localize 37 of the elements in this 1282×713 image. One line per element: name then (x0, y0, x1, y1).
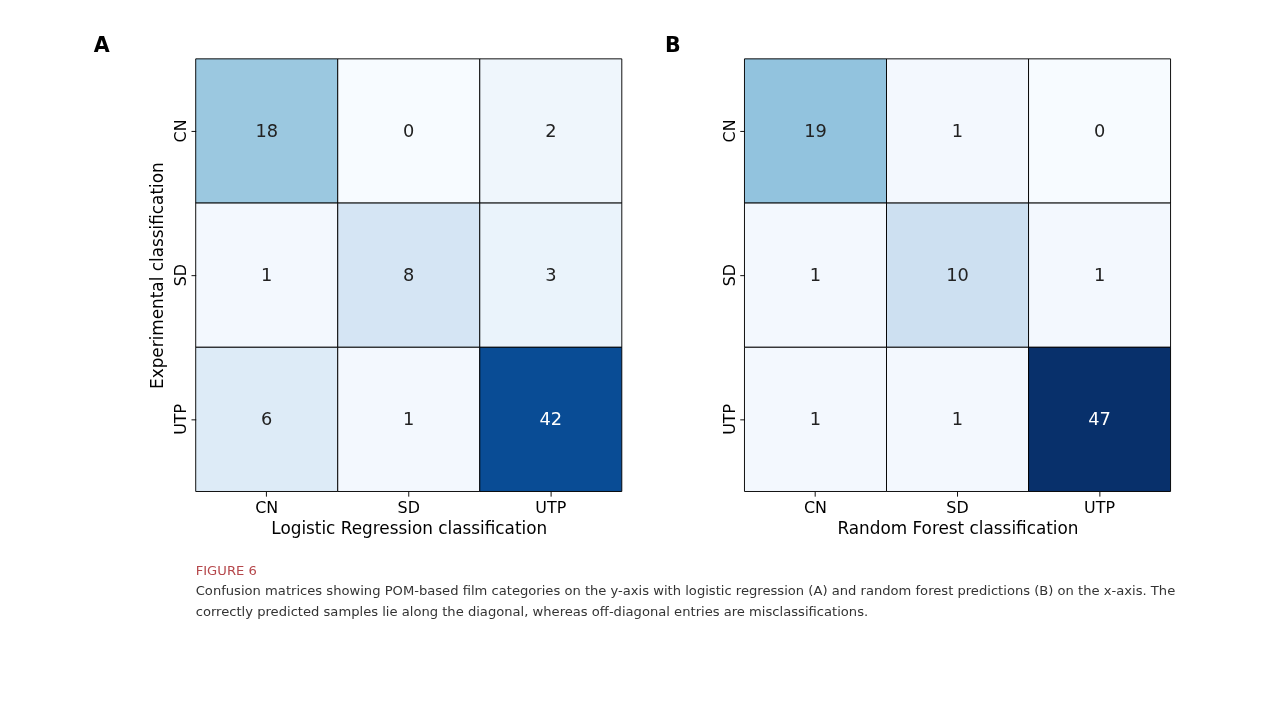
data-label: 19 (804, 119, 827, 141)
data-label: 8 (403, 263, 415, 285)
caption: FIGURE 6 (195, 562, 257, 578)
chart-title: A (93, 32, 110, 57)
y-tick-label: SD (719, 264, 739, 287)
chart-title: B (664, 32, 681, 57)
data-label: 1 (951, 408, 964, 430)
data-label: 10 (946, 263, 969, 285)
y-tick-label: UTP (170, 403, 190, 435)
data-label: 1 (809, 263, 822, 285)
data-label: 1 (951, 119, 964, 141)
text: Confusion matrices showing POM-based film categories on the y-axis with logistic regression (A) and random forest predictions (B) on the x-axis. The correctly predicted samples lie along the diagonal, whereas off-diagonal entries are misclassifications. (195, 583, 1176, 620)
x-tick-label: CN (803, 497, 827, 517)
y-axis-title: Experimental classification (147, 162, 168, 389)
y-tick-label: CN (719, 119, 739, 143)
y-tick-label: CN (170, 119, 190, 143)
data-label: 1 (403, 408, 415, 430)
data-label: 18 (255, 119, 279, 141)
data-label: 6 (261, 408, 273, 430)
data-label: 47 (1088, 408, 1111, 430)
y-tick-label: SD (170, 264, 190, 287)
x-tick-label: SD (397, 497, 420, 517)
data-label: 0 (1093, 119, 1106, 141)
data-label: 42 (539, 408, 563, 430)
data-label: 2 (545, 119, 557, 141)
x-tick-label: UTP (1084, 497, 1116, 517)
data-label: 1 (261, 263, 273, 285)
x-tick-label: SD (946, 497, 969, 517)
y-tick-label: UTP (719, 403, 739, 435)
x-axis-title: Random Forest classification (837, 518, 1079, 539)
x-axis-title: Logistic Regression classification (271, 518, 548, 539)
data-label: 1 (1093, 263, 1106, 285)
data-label: 1 (809, 408, 822, 430)
data-label: 3 (545, 263, 557, 285)
x-tick-label: CN (255, 497, 279, 517)
data-label: 0 (403, 119, 415, 141)
x-tick-label: UTP (535, 497, 567, 517)
